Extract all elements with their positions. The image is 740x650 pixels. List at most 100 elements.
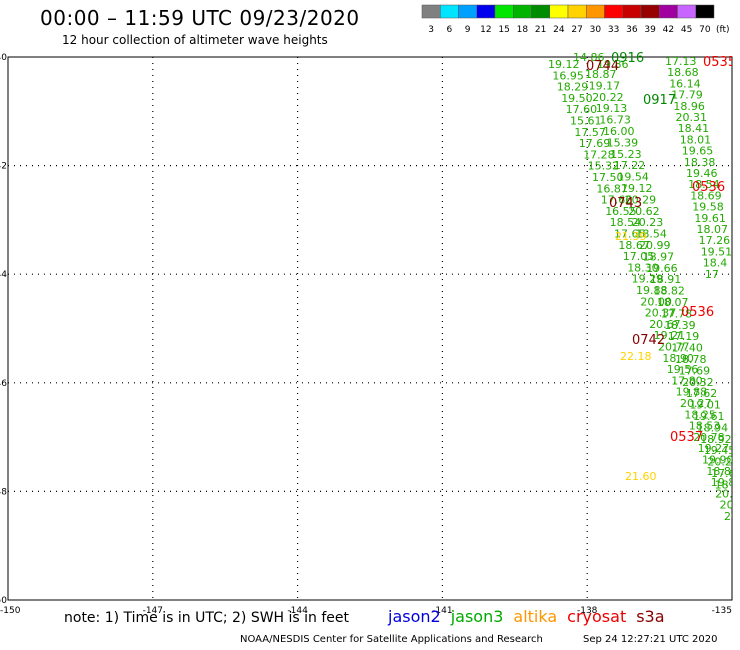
wave-height-label: 19.27	[698, 442, 730, 455]
wave-height-label: 16.73	[599, 114, 631, 127]
wave-height-label: 20.62	[628, 205, 660, 218]
wave-height-label: 19.21	[654, 329, 686, 342]
map-title: 00:00 – 11:59 UTC 09/23/2020	[40, 6, 360, 30]
wave-height-label: 17.57	[574, 126, 606, 139]
legend-label: 27	[571, 25, 582, 35]
latitude-label: -48	[0, 487, 7, 497]
wave-height-label: 19.29	[632, 273, 664, 286]
wave-height-label: 0743	[609, 196, 642, 211]
wave-height-label: 20.78	[693, 431, 725, 444]
wave-height-label: 21.39	[615, 230, 647, 243]
wave-height-label: 0744	[586, 59, 619, 74]
wave-height-label: 20.32	[682, 376, 714, 389]
wave-height-label: 0535	[703, 55, 736, 70]
wave-height-label: 19.86	[597, 58, 629, 71]
satellite-name-altika: altika	[513, 607, 558, 626]
wave-height-label: 18.54	[610, 216, 642, 229]
wave-height-label: 16.87	[596, 182, 628, 195]
latitude-label: -46	[0, 379, 7, 389]
wave-height-label: 19.88	[636, 284, 668, 297]
wave-height-label: 17.69	[579, 137, 611, 150]
wave-height-label: 17.13	[665, 55, 697, 68]
wave-height-label: 0536	[681, 305, 714, 320]
wave-height-label: 18.01	[680, 133, 712, 146]
wave-height-label: 20.37	[645, 307, 677, 320]
legend-label: 36	[626, 25, 638, 35]
wave-height-label: 17.19	[668, 330, 700, 343]
wave-height-label: 20.88	[724, 510, 740, 523]
legend-label: 45	[681, 25, 692, 35]
wave-height-label: 18.30	[627, 261, 659, 274]
wave-height-label: 15.39	[607, 136, 639, 149]
wave-height-label: 17.22	[614, 159, 646, 172]
note-text: note: 1) Time is in UTC; 2) SWH is in fe…	[64, 610, 350, 626]
wave-height-label: 17	[705, 268, 719, 281]
longitude-label: -135	[712, 606, 732, 616]
wave-height-label: 18.97	[643, 250, 675, 263]
wave-height-label: 20.00	[640, 295, 672, 308]
longitude-label: -141	[432, 606, 452, 616]
latitude-label: -42	[0, 162, 7, 172]
wave-height-label: 17.78	[661, 307, 693, 320]
latitude-label: -50	[0, 596, 7, 606]
timestamp-text: Sep 24 12:27:21 UTC 2020	[583, 634, 718, 645]
map-frame	[7, 56, 733, 601]
wave-height-label: 20.99	[639, 239, 671, 252]
wave-height-label: 18.82	[653, 285, 685, 298]
wave-height-label: 19.45	[704, 444, 736, 457]
wave-height-label: 20.67	[649, 318, 681, 331]
wave-height-label: 17.40	[671, 342, 703, 355]
wave-height-label: 0537	[670, 430, 703, 445]
wave-height-label: 14.86	[573, 51, 605, 64]
wave-height-label: 20.77	[658, 341, 690, 354]
wave-height-label: 18.07	[697, 223, 729, 236]
wave-height-label: 17.65	[614, 228, 646, 241]
wave-height-label: 20.27	[680, 397, 712, 410]
satellite-name-s3a: s3a	[636, 607, 665, 626]
legend-label: 15	[498, 25, 509, 35]
legend-label: 33	[608, 25, 619, 35]
wave-height-label: 17.50	[592, 171, 624, 184]
legend-label: 42	[663, 25, 674, 35]
wave-height-label: 19.88	[676, 386, 708, 399]
longitude-label: -147	[143, 606, 163, 616]
wave-height-label: 17.79	[671, 89, 703, 102]
wave-height-label: 17.28	[583, 148, 615, 161]
wave-height-label: 17.6	[711, 467, 736, 480]
wave-height-label: 19.90	[702, 454, 734, 467]
latitude-label: -40	[0, 53, 7, 63]
wave-height-label: 19.56	[667, 363, 699, 376]
wave-height-label: 20.29	[625, 193, 657, 206]
wave-height-label: 16.00	[603, 125, 635, 138]
wave-height-label: 19.17	[589, 79, 621, 92]
wave-height-label: 18.91	[650, 273, 682, 286]
wave-height-label: 15.23	[610, 148, 642, 161]
wave-height-label: 0917	[643, 93, 676, 108]
wave-height-label: 18.4	[703, 257, 728, 270]
wave-height-label: 16.55	[605, 205, 637, 218]
wave-height-label: 19.12	[621, 182, 653, 195]
longitude-label: -144	[287, 606, 308, 616]
credit-text: NOAA/NESDIS Center for Satellite Applica…	[240, 634, 543, 645]
satellite-name-jason3: jason3	[450, 607, 504, 626]
legend-label: 24	[553, 25, 565, 35]
wave-height-label: 22.18	[620, 350, 652, 363]
wave-height-label: 20.26	[707, 456, 739, 469]
wave-height-label: 0536	[692, 180, 725, 195]
wave-height-label: 18.25	[684, 408, 716, 421]
wave-height-label: 15.32	[588, 160, 620, 173]
satellite-name-jason2: jason2	[388, 607, 441, 626]
wave-height-label: 19.13	[596, 102, 628, 115]
wave-height-label: 18.39	[664, 319, 696, 332]
satellite-name-cryosat: cryosat	[567, 607, 627, 626]
longitude-label: -150	[0, 606, 21, 616]
wave-height-label: 17.62	[686, 387, 718, 400]
wave-height-label: 18.69	[690, 189, 722, 202]
wave-height-label: 18.92	[700, 433, 732, 446]
legend-label: 12	[480, 25, 491, 35]
wave-height-label: 18	[715, 478, 729, 491]
wave-height-label: 18.53	[689, 420, 721, 433]
wave-height-label: 18.94	[697, 421, 729, 434]
wave-height-label: 20.23	[632, 216, 664, 229]
